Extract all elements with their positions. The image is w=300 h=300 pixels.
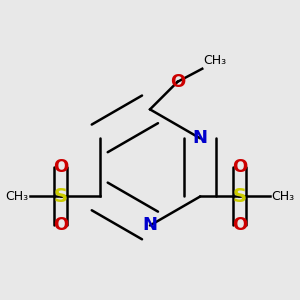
Text: O: O: [232, 217, 247, 235]
Text: CH₃: CH₃: [272, 190, 295, 203]
Text: CH₃: CH₃: [204, 54, 227, 67]
Text: O: O: [53, 217, 68, 235]
Text: S: S: [232, 187, 247, 206]
Text: O: O: [170, 73, 185, 91]
Text: N: N: [193, 129, 208, 147]
Text: O: O: [232, 158, 247, 176]
Text: O: O: [53, 158, 68, 176]
Text: S: S: [53, 187, 68, 206]
Text: N: N: [142, 217, 158, 235]
Text: CH₃: CH₃: [5, 190, 28, 203]
